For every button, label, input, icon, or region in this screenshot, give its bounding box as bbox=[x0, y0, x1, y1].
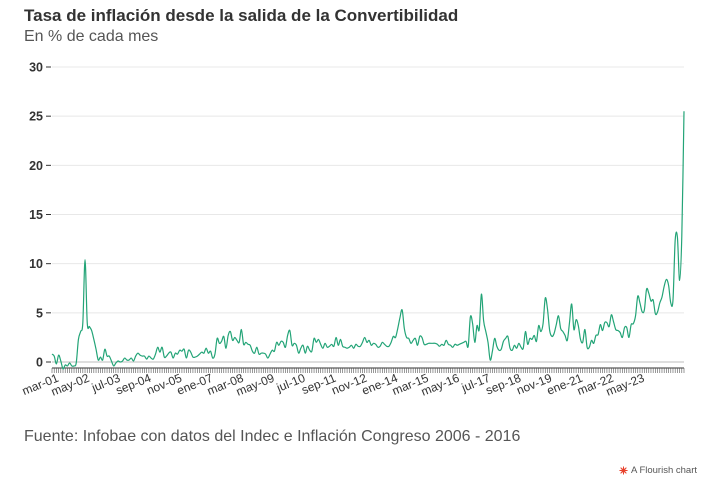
series-line bbox=[51, 111, 685, 370]
y-tick-label: 25 bbox=[29, 110, 43, 124]
flourish-credit[interactable]: A Flourish chart bbox=[619, 465, 697, 476]
y-tick-label: 10 bbox=[29, 257, 43, 271]
flourish-credit-label: A Flourish chart bbox=[631, 465, 697, 476]
y-tick-label: 5 bbox=[36, 306, 43, 320]
y-tick-label: 0 bbox=[36, 356, 43, 370]
y-axis: 0 5 10 15 20 25 30 bbox=[29, 61, 51, 370]
x-axis: mar-01may-02jul-03sep-04nov-05ene-07mar-… bbox=[20, 367, 685, 399]
y-tick-label: 20 bbox=[29, 159, 43, 173]
source-note: Fuente: Infobae con datos del Indec e In… bbox=[24, 428, 521, 445]
flourish-logo-icon bbox=[619, 466, 628, 475]
chart-title: Tasa de inflación desde la salida de la … bbox=[24, 6, 459, 25]
grid-lines bbox=[52, 66, 684, 363]
chart-subtitle: En % de cada mes bbox=[24, 28, 159, 45]
y-tick-label: 15 bbox=[29, 208, 43, 222]
y-tick-label: 30 bbox=[29, 61, 43, 75]
